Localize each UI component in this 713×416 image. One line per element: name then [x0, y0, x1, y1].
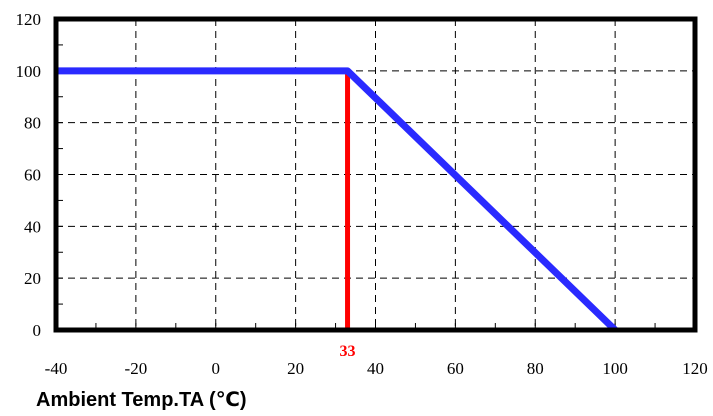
y-tick-label: 40 — [24, 217, 41, 236]
x-tick-label: -20 — [125, 359, 148, 378]
x-tick-label: 40 — [367, 359, 384, 378]
y-tick-label: 120 — [16, 10, 42, 29]
x-tick-label: 100 — [602, 359, 628, 378]
x-tick-labels: -40 -20 0 20 40 60 80 100 120 — [45, 359, 708, 378]
series-layer — [56, 67, 618, 333]
y-tick-labels: 0 20 40 60 80 100 120 — [16, 10, 42, 340]
y-tick-label: 60 — [24, 166, 41, 185]
x-tick-label: 60 — [447, 359, 464, 378]
marker-label: 33 — [340, 343, 356, 360]
plot-frame — [53, 16, 698, 333]
x-tick-label: 120 — [682, 359, 708, 378]
y-tick-label: 100 — [16, 62, 42, 81]
x-tick-label: 20 — [287, 359, 304, 378]
x-tick-label: 0 — [212, 359, 221, 378]
x-axis-title: Ambient Temp.TA (℃) — [36, 389, 247, 411]
x-tick-label: -40 — [45, 359, 68, 378]
y-tick-label: 80 — [24, 114, 41, 133]
series-line — [56, 67, 618, 333]
minor-ticks — [56, 44, 656, 330]
y-tick-label: 0 — [33, 321, 42, 340]
grid-lines — [56, 19, 695, 330]
x-tick-label: 80 — [527, 359, 544, 378]
y-tick-label: 20 — [24, 269, 41, 288]
